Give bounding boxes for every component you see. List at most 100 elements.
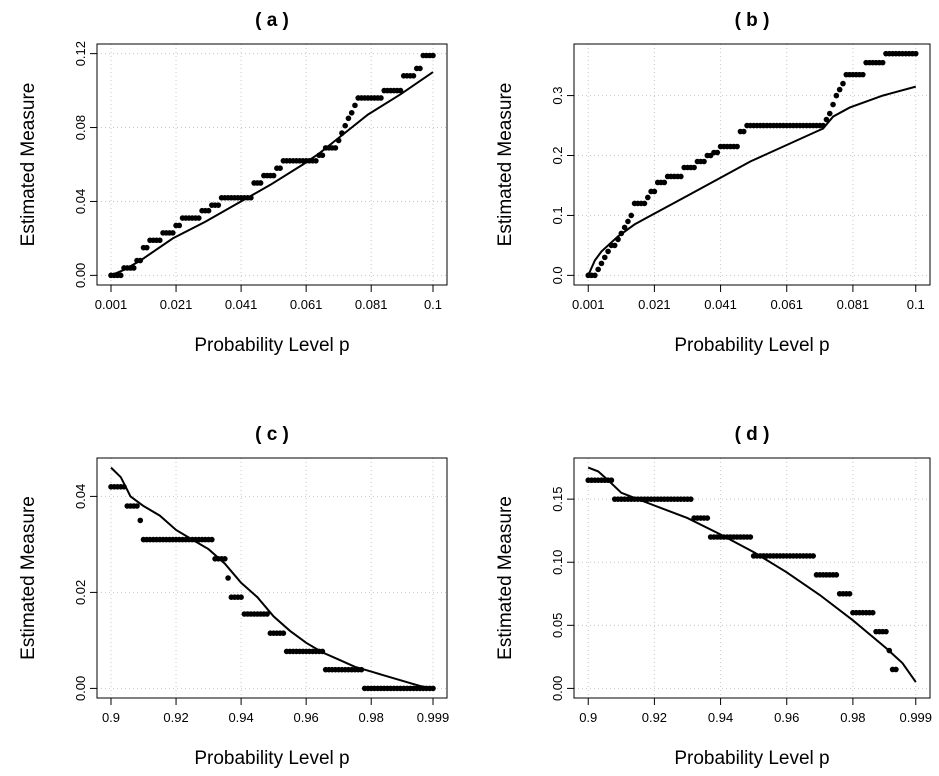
data-point: [117, 272, 124, 279]
data-point: [628, 212, 635, 219]
data-point: [691, 164, 697, 171]
data-point: [883, 628, 889, 635]
data-point: [270, 172, 277, 179]
data-point: [912, 50, 919, 57]
data-point: [319, 152, 326, 159]
data-point: [137, 517, 144, 524]
y-axis-label: Estimated Measure: [18, 496, 39, 660]
data-point: [734, 143, 740, 150]
data-point: [143, 244, 150, 251]
data-point: [621, 224, 628, 231]
x-tick-label: 0.041: [225, 297, 258, 312]
y-axis-label: Estimated Measure: [495, 83, 516, 247]
y-tick-label: 0.04: [73, 189, 88, 214]
x-tick-label: 0.001: [572, 297, 605, 312]
data-point: [625, 218, 631, 225]
plot-frame: [573, 457, 931, 699]
data-point: [215, 202, 222, 208]
y-tick-label: 0.12: [73, 41, 88, 66]
data-point: [257, 180, 264, 186]
data-point: [833, 92, 840, 99]
plot-frame: [573, 43, 931, 286]
data-point: [592, 272, 598, 279]
x-tick-label: 0.9: [579, 710, 597, 725]
data-point: [264, 611, 270, 617]
data-point: [879, 59, 886, 66]
data-point: [345, 115, 352, 122]
x-tick-label: 0.98: [840, 710, 865, 725]
y-tick-label: 0.00: [550, 676, 565, 701]
data-point: [169, 230, 176, 236]
y-tick-label: 0.15: [550, 486, 565, 511]
y-tick-label: 0.3: [550, 87, 565, 105]
data-point: [348, 109, 355, 116]
data-point: [598, 260, 605, 267]
panel-b: 0.001 0.021 0.041 0.061 0.081 0.1 0.0 0.1 0.2 0.3…: [495, 10, 931, 356]
data-point: [134, 503, 140, 509]
x-tick-label: 0.041: [704, 297, 737, 312]
data-point: [823, 116, 830, 123]
x-tick-label: 0.999: [417, 710, 450, 725]
data-point: [238, 594, 244, 600]
data-point: [661, 179, 668, 186]
data-point: [826, 110, 833, 117]
data-point: [869, 609, 876, 616]
data-point: [313, 158, 319, 164]
fitted-line: [587, 466, 917, 683]
panel-title: ( a ): [255, 10, 289, 31]
data-point: [430, 52, 436, 59]
fitted-line: [110, 466, 434, 690]
data-point: [704, 515, 711, 521]
x-tick-label: 0.92: [642, 710, 667, 725]
panel-title: ( c ): [255, 424, 289, 445]
y-tick-label: 0.2: [550, 146, 565, 164]
data-point: [651, 188, 658, 195]
data-point: [611, 242, 618, 249]
data-point: [417, 65, 423, 72]
data-point: [810, 553, 817, 559]
panel-a: 0.001 0.021 0.041 0.061 0.081 0.1 0.00 0.04 0.08…: [18, 10, 448, 356]
data-point: [176, 222, 183, 229]
data-point: [846, 590, 853, 597]
data-point: [378, 95, 384, 101]
data-point: [701, 158, 707, 165]
x-axis-label: Probability Level p: [194, 748, 349, 769]
data-point: [601, 254, 608, 261]
plot-frame: [96, 457, 448, 699]
data-point: [156, 237, 163, 244]
x-tick-label: 0.021: [638, 297, 671, 312]
data-point: [280, 630, 287, 636]
x-tick-label: 0.9: [102, 710, 120, 725]
panel-title: ( d ): [735, 424, 770, 445]
y-tick-label: 0.00: [73, 263, 88, 288]
y-tick-label: 0.0: [550, 266, 565, 284]
data-point: [410, 73, 417, 79]
x-axis-label: Probability Level p: [674, 335, 829, 356]
x-tick-label: 0.1: [907, 297, 925, 312]
fitted-line: [110, 71, 434, 277]
x-axis-label: Probability Level p: [194, 335, 349, 356]
data-point: [605, 248, 611, 255]
data-point: [130, 265, 137, 271]
data-point: [860, 71, 866, 78]
data-point: [893, 666, 899, 673]
data-point: [209, 536, 215, 543]
x-tick-label: 0.061: [770, 297, 803, 312]
data-point: [644, 194, 651, 201]
plot-frame: [96, 43, 448, 286]
data-point: [342, 122, 348, 129]
data-point: [222, 556, 228, 562]
data-point: [332, 145, 339, 151]
data-point: [833, 572, 840, 578]
fitted-line: [587, 85, 917, 276]
data-point: [687, 496, 694, 502]
data-point: [225, 575, 231, 581]
x-tick-label: 0.081: [837, 297, 870, 312]
data-point: [641, 200, 648, 207]
y-tick-label: 0.00: [73, 676, 88, 701]
x-tick-label: 0.999: [899, 710, 932, 725]
x-tick-label: 0.94: [228, 710, 253, 725]
x-tick-label: 0.96: [774, 710, 799, 725]
x-axis-label: Probability Level p: [674, 748, 829, 769]
